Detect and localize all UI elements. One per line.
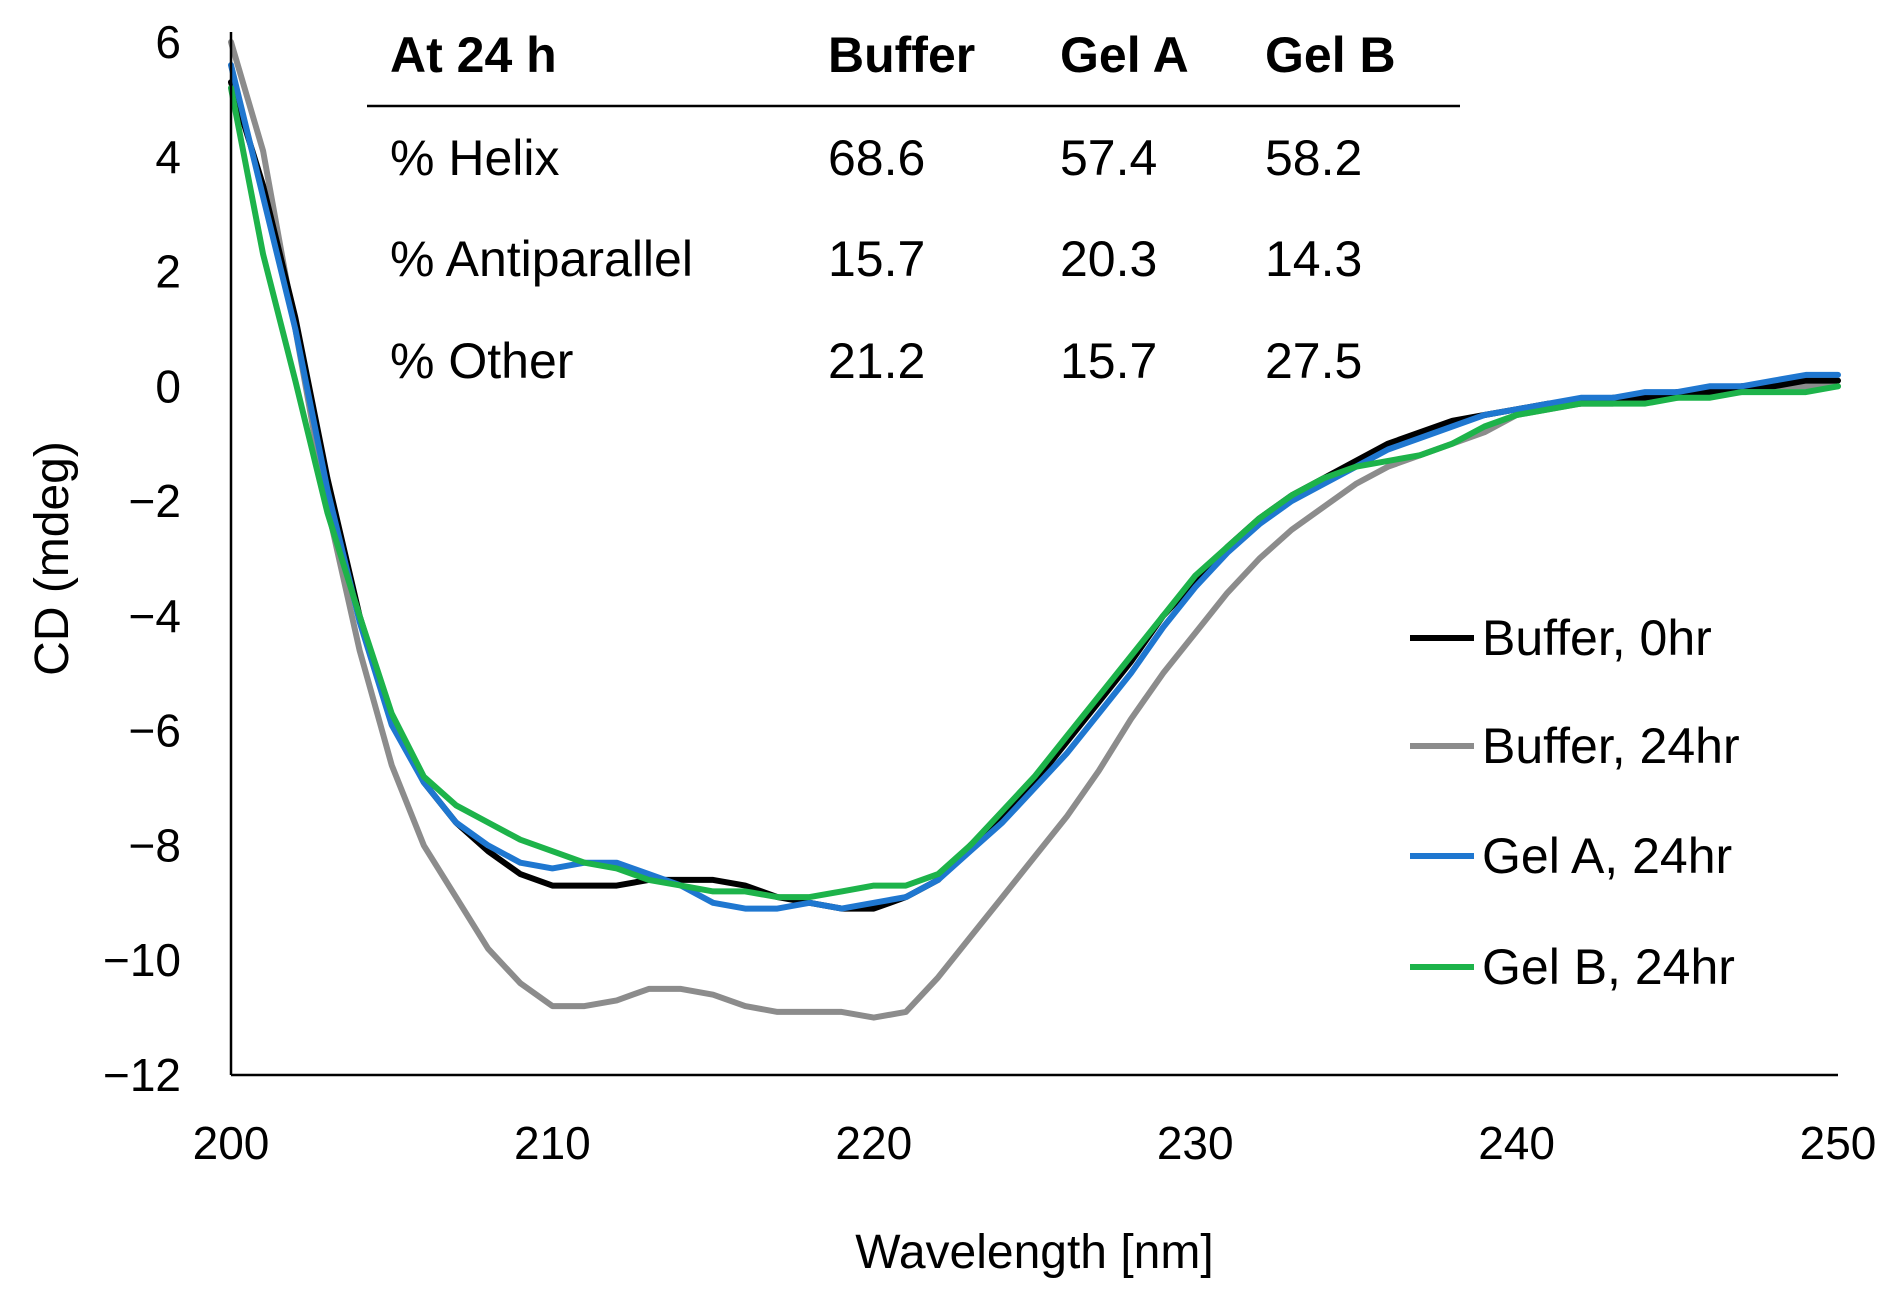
table-cell: % Antiparallel bbox=[390, 231, 693, 287]
y-tick-label: 2 bbox=[155, 246, 181, 298]
y-tick-label: 0 bbox=[155, 360, 181, 412]
x-tick-label: 200 bbox=[193, 1117, 270, 1169]
table-header-cell: Buffer bbox=[828, 27, 975, 83]
plot-lines bbox=[228, 39, 1841, 1021]
table-cell: 14.3 bbox=[1265, 231, 1362, 287]
x-axis-title: Wavelength [nm] bbox=[855, 1226, 1213, 1279]
legend-label: Gel B, 24hr bbox=[1482, 939, 1735, 995]
table-cell: 15.7 bbox=[828, 231, 925, 287]
table-header-cell: At 24 h bbox=[390, 27, 557, 83]
legend-label: Buffer, 0hr bbox=[1482, 610, 1712, 666]
x-tick-label: 230 bbox=[1157, 1117, 1234, 1169]
table-cell: 15.7 bbox=[1060, 333, 1157, 389]
y-tick-label: 6 bbox=[155, 16, 181, 68]
y-axis-title: CD (mdeg) bbox=[26, 441, 79, 676]
table-cell: 27.5 bbox=[1265, 333, 1362, 389]
table-header-cell: Gel A bbox=[1060, 27, 1189, 83]
y-tick-label: −6 bbox=[129, 705, 181, 757]
y-tick-label: −4 bbox=[129, 590, 181, 642]
x-tick-label: 220 bbox=[835, 1117, 912, 1169]
y-tick-label: −10 bbox=[103, 934, 181, 986]
table-cell: % Helix bbox=[390, 130, 559, 186]
ticks: 200 210 220 230 240 250 6 4 2 0 −2 −4 −6 −8 −10 −12 bbox=[103, 16, 1876, 1169]
axes bbox=[229, 32, 1838, 1077]
legend-label: Buffer, 24hr bbox=[1482, 718, 1740, 774]
y-tick-label: 4 bbox=[155, 131, 181, 183]
legend: Buffer, 0hr Buffer, 24hr Gel A, 24hr Gel B,… bbox=[1410, 610, 1740, 995]
table-cell: 68.6 bbox=[828, 130, 925, 186]
inset-table: At 24 h Buffer Gel A Gel B % Helix 68.6 57.4 58… bbox=[367, 27, 1460, 389]
y-tick-label: −12 bbox=[103, 1049, 181, 1101]
table-cell: 21.2 bbox=[828, 333, 925, 389]
x-tick-label: 250 bbox=[1800, 1117, 1877, 1169]
table-cell: % Other bbox=[390, 333, 573, 389]
table-cell: 57.4 bbox=[1060, 130, 1157, 186]
y-tick-label: −8 bbox=[129, 819, 181, 871]
x-tick-label: 210 bbox=[514, 1117, 591, 1169]
x-tick-label: 240 bbox=[1478, 1117, 1555, 1169]
table-cell: 20.3 bbox=[1060, 231, 1157, 287]
y-tick-label: −2 bbox=[129, 475, 181, 527]
series-line-3 bbox=[228, 84, 1841, 901]
table-cell: 58.2 bbox=[1265, 130, 1362, 186]
legend-label: Gel A, 24hr bbox=[1482, 828, 1732, 884]
series-line-2 bbox=[228, 62, 1841, 912]
table-header-cell: Gel B bbox=[1265, 27, 1396, 83]
